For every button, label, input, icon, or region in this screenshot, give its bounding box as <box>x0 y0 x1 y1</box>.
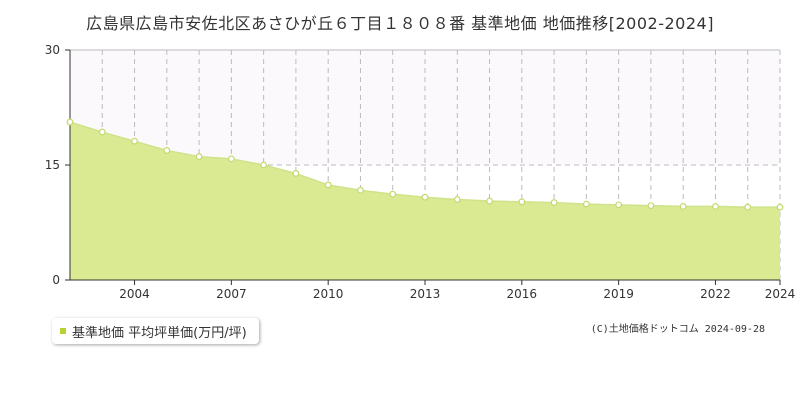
y-tick-label: 30 <box>45 43 60 57</box>
x-tick-label: 2019 <box>603 287 634 301</box>
data-point <box>744 203 752 211</box>
x-tick-label: 2013 <box>410 287 441 301</box>
data-point <box>131 137 138 145</box>
x-tick-label: 2007 <box>216 287 247 301</box>
x-tick-label: 2016 <box>507 287 538 301</box>
y-tick-label: 15 <box>45 158 60 172</box>
chart-title: 広島県広島市安佐北区あさひが丘６丁目１８０８番 基準地価 地価推移[2002-2… <box>86 14 714 33</box>
legend-swatch <box>60 328 66 334</box>
x-tick-label: 2010 <box>313 287 344 301</box>
data-point <box>163 147 171 154</box>
copyright-text: (C)土地価格ドットコム 2024-09-28 <box>590 324 765 335</box>
data-point <box>453 196 461 203</box>
data-point <box>324 181 332 189</box>
data-point <box>518 198 526 206</box>
data-point <box>582 200 590 208</box>
data-point <box>647 202 655 210</box>
data-point <box>486 197 493 205</box>
data-point <box>292 170 300 177</box>
data-point <box>712 202 719 210</box>
data-point <box>98 128 106 136</box>
x-tick-label: 2024 <box>765 287 796 301</box>
data-point <box>389 190 397 198</box>
series-area <box>70 122 780 280</box>
data-point <box>357 186 364 194</box>
data-point <box>421 193 429 201</box>
x-tick-label: 2022 <box>700 287 731 301</box>
data-point <box>66 118 74 126</box>
data-point <box>615 201 623 209</box>
x-tick-label: 2004 <box>119 287 150 301</box>
data-point <box>260 161 268 169</box>
y-tick-label: 0 <box>52 273 60 287</box>
data-point <box>776 203 784 211</box>
legend-label: 基準地価 平均坪単価(万円/坪) <box>72 325 247 341</box>
data-point <box>195 153 203 160</box>
data-point <box>550 199 558 206</box>
chart-legend: 基準地価 平均坪単価(万円/坪) <box>52 318 259 344</box>
data-point <box>227 155 235 163</box>
data-point <box>679 202 687 210</box>
